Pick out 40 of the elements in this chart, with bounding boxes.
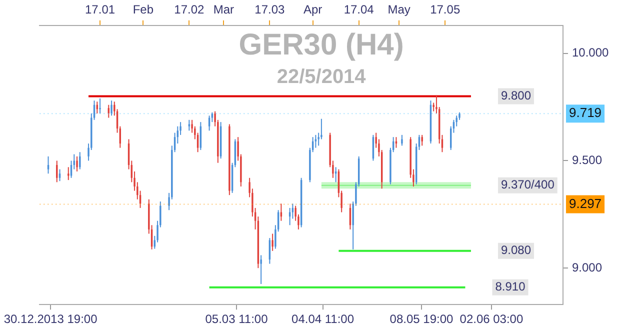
text: 9.080 bbox=[500, 243, 532, 258]
x2-tick-label: May bbox=[388, 2, 410, 17]
text: 22/5/2014 bbox=[276, 66, 367, 88]
candlestick bbox=[288, 207, 291, 226]
x-tick-label: 02.06 03:00 bbox=[460, 312, 524, 326]
candlestick bbox=[47, 156, 50, 174]
x-tick-label: 30.12.2013 19:00 bbox=[4, 312, 98, 326]
chart-title: GER30 (H4) bbox=[238, 28, 404, 62]
ref-line-label: 9.297 bbox=[569, 196, 602, 211]
x2-tick-label: 17.04 bbox=[344, 2, 374, 17]
candlestick bbox=[110, 100, 112, 116]
candlestick bbox=[68, 166, 70, 181]
candlestick bbox=[401, 134, 403, 146]
candlestick bbox=[188, 119, 190, 132]
candlestick bbox=[58, 168, 61, 182]
candlestick bbox=[260, 254, 262, 284]
candlestick bbox=[79, 152, 81, 170]
x2-tick-label: 17.03 bbox=[254, 2, 286, 17]
ref-line-label: 9.719 bbox=[569, 105, 602, 120]
y-tick-label: 9.000 bbox=[572, 260, 602, 274]
candlestick bbox=[314, 134, 317, 148]
y-tick-label: 9.500 bbox=[572, 153, 602, 168]
x2-tick-label: Mar bbox=[213, 2, 234, 17]
x2-tick-label: 17.01 bbox=[85, 2, 116, 17]
y-tick-label: 10.000 bbox=[572, 46, 610, 60]
text: 9.800 bbox=[500, 88, 532, 103]
x-tick-label: 08.05 19:00 bbox=[390, 312, 454, 326]
x2-tick-label: Feb bbox=[132, 2, 154, 17]
text: 8.910 bbox=[495, 280, 526, 294]
candlestick bbox=[99, 98, 101, 114]
x-tick-label: 04.04 11:00 bbox=[292, 312, 354, 326]
candlestick bbox=[76, 156, 78, 172]
candlestick bbox=[272, 233, 274, 252]
x2-tick-label: 17.02 bbox=[174, 2, 205, 17]
candlestick bbox=[280, 203, 282, 222]
text: 9.370/400 bbox=[500, 178, 555, 192]
x2-tick-label: 17.05 bbox=[430, 2, 460, 17]
x2-tick-label: Apr bbox=[303, 2, 322, 17]
x-tick-label: 05.03 11:00 bbox=[205, 312, 268, 326]
candlestick bbox=[421, 134, 423, 146]
